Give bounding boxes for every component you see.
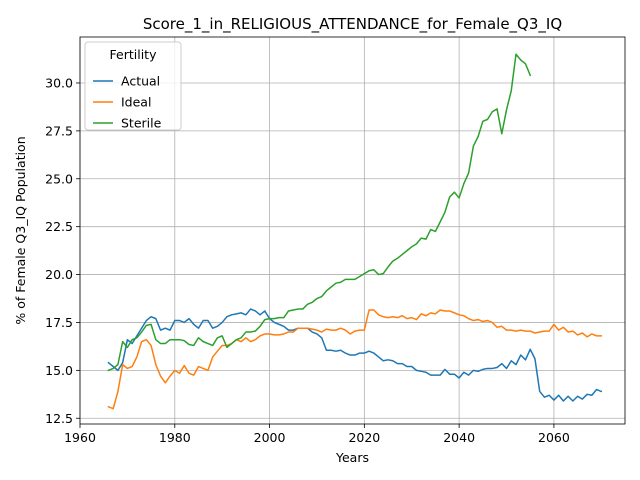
- x-tick-label: 1980: [159, 430, 191, 445]
- y-tick-label: 30.0: [45, 75, 73, 90]
- x-tick-label: 2060: [538, 430, 570, 445]
- series-lines: [107, 53, 603, 410]
- series-line-sterile: [107, 53, 532, 372]
- y-tick-label: 17.5: [45, 315, 73, 330]
- legend: Fertility Actual Ideal Sterile: [84, 41, 182, 131]
- y-tick-label: 25.0: [45, 171, 73, 186]
- x-axis-ticks: 1960 1980 2000 2020 2040 2060: [64, 424, 570, 445]
- legend-title: Fertility: [110, 47, 158, 62]
- y-tick-label: 15.0: [45, 363, 73, 378]
- x-tick-label: 2000: [254, 430, 286, 445]
- chart-title: Score_1_in_RELIGIOUS_ATTENDANCE_for_Fema…: [143, 15, 562, 34]
- legend-label-actual: Actual: [121, 74, 160, 89]
- y-tick-label: 22.5: [45, 219, 73, 234]
- plot-frame: [79, 36, 626, 425]
- series-line-ideal: [107, 309, 603, 410]
- x-tick-label: 1960: [64, 430, 96, 445]
- grid-lines: [79, 37, 625, 424]
- x-tick-label: 2040: [443, 430, 475, 445]
- y-tick-label: 12.5: [45, 411, 73, 426]
- y-tick-label: 20.0: [45, 267, 73, 282]
- series-line-actual: [107, 308, 603, 402]
- legend-label-sterile: Sterile: [121, 116, 162, 131]
- y-tick-label: 27.5: [45, 123, 73, 138]
- y-axis-label: % of Female Q3_IQ Population: [13, 136, 28, 324]
- legend-box: [84, 41, 182, 131]
- legend-label-ideal: Ideal: [121, 95, 151, 110]
- x-tick-label: 2020: [348, 430, 380, 445]
- x-axis-label: Years: [335, 450, 369, 465]
- y-axis-ticks: 12.5 15.0 17.5 20.0 22.5 25.0 27.5 30.0: [45, 75, 80, 426]
